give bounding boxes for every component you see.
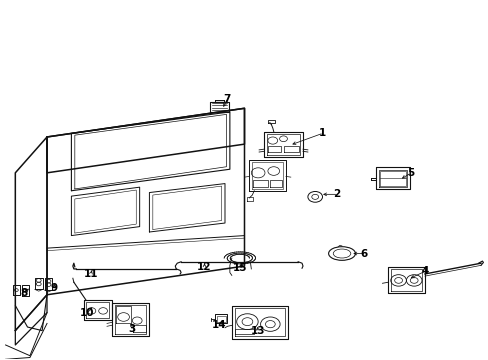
Text: 6: 6	[360, 248, 367, 258]
Text: 7: 7	[224, 94, 231, 104]
Text: 1: 1	[318, 129, 325, 138]
Text: 10: 10	[80, 308, 95, 318]
Text: 2: 2	[333, 189, 340, 199]
Text: 3: 3	[128, 324, 136, 334]
Text: 13: 13	[250, 326, 264, 336]
Text: 5: 5	[407, 168, 414, 178]
Text: 8: 8	[20, 288, 28, 298]
Text: 14: 14	[211, 320, 226, 330]
Text: 15: 15	[232, 263, 246, 273]
Text: 12: 12	[197, 262, 211, 272]
Text: 11: 11	[83, 269, 98, 279]
Text: 9: 9	[51, 283, 58, 293]
Text: 4: 4	[420, 266, 427, 276]
